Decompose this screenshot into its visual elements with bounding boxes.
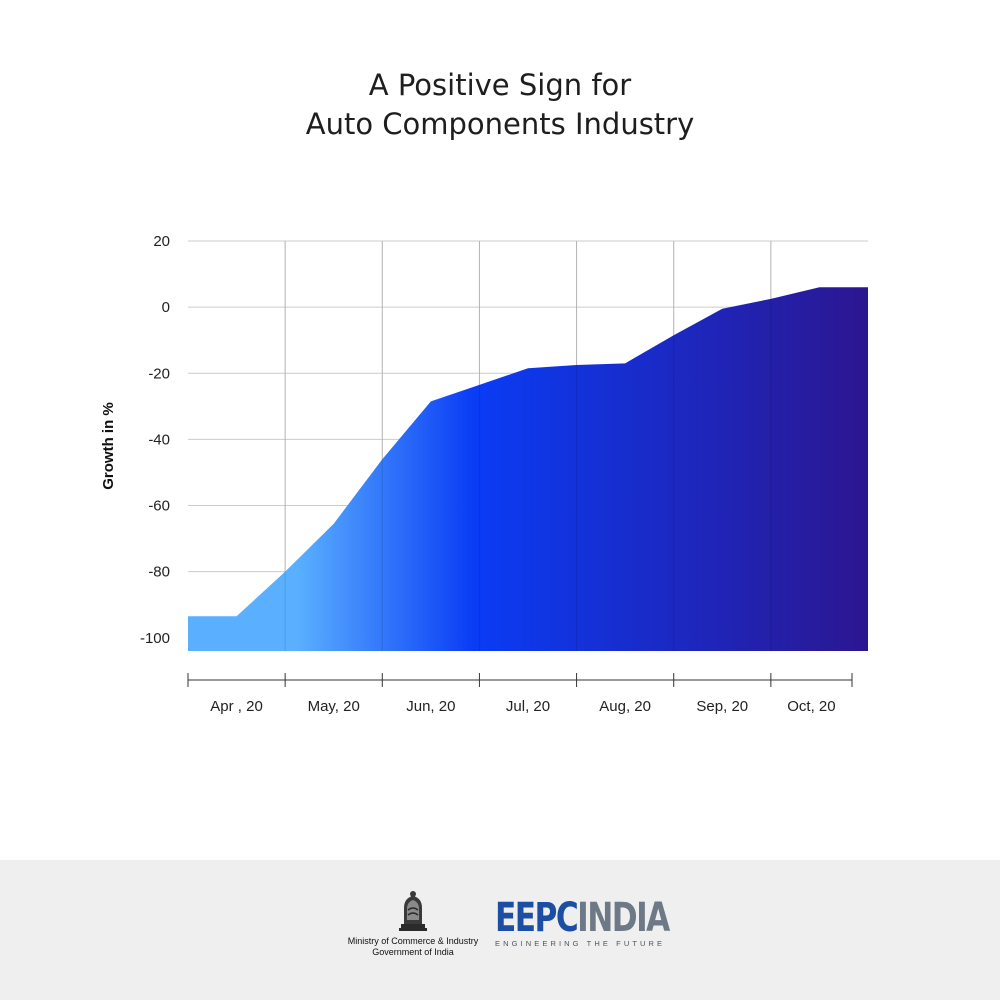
chart-title: A Positive Sign for Auto Components Indu… xyxy=(0,66,1000,144)
eepc-tagline: ENGINEERING THE FUTURE xyxy=(495,939,666,948)
x-tick-label: Aug, 20 xyxy=(599,698,651,715)
area-chart: 20 0 -20 -40 -60 -80 -100 Apr , 20 May, 20 Jun, … xyxy=(100,233,868,715)
y-tick-label: 0 xyxy=(162,299,170,316)
x-tick-label: Oct, 20 xyxy=(787,698,835,715)
area-series xyxy=(188,241,868,651)
area-fill xyxy=(188,287,868,651)
national-emblem-icon xyxy=(399,891,427,931)
x-tick-label: Sep, 20 xyxy=(696,698,748,715)
y-axis-label: Growth in % xyxy=(100,402,117,490)
x-tick-label: Jul, 20 xyxy=(506,698,550,715)
ministry-name: Ministry of Commerce & Industry xyxy=(347,936,479,946)
y-tick-label: -20 xyxy=(148,365,170,382)
y-axis-ticks: 20 0 -20 -40 -60 -80 -100 xyxy=(140,233,170,647)
x-axis: Apr , 20 May, 20 Jun, 20 Jul, 20 Aug, 20 Sep,… xyxy=(187,673,853,715)
y-tick-label: -100 xyxy=(140,630,170,647)
x-tick-label: May, 20 xyxy=(308,698,360,715)
y-tick-label: -60 xyxy=(148,498,170,515)
x-tick-label: Apr , 20 xyxy=(210,698,263,715)
brand-part-india: INDIA xyxy=(577,895,670,941)
footer: Ministry of Commerce & Industry Governme… xyxy=(0,860,1000,1000)
government-name: Government of India xyxy=(372,947,454,957)
x-tick-label: Jun, 20 xyxy=(406,698,455,715)
y-tick-label: -80 xyxy=(148,564,170,581)
chart-title-line-1: A Positive Sign for xyxy=(368,68,632,102)
y-tick-label: 20 xyxy=(153,233,170,250)
eepc-india-wordmark: EEPCINDIA xyxy=(495,895,670,941)
chart-title-line-2: Auto Components Industry xyxy=(305,107,695,141)
ministry-logo: Ministry of Commerce & Industry Governme… xyxy=(343,890,483,958)
y-tick-label: -40 xyxy=(148,431,170,448)
eepc-india-logo: EEPCINDIA ENGINEERING THE FUTURE xyxy=(495,895,670,948)
brand-part-eepc: EEPC xyxy=(495,895,579,941)
